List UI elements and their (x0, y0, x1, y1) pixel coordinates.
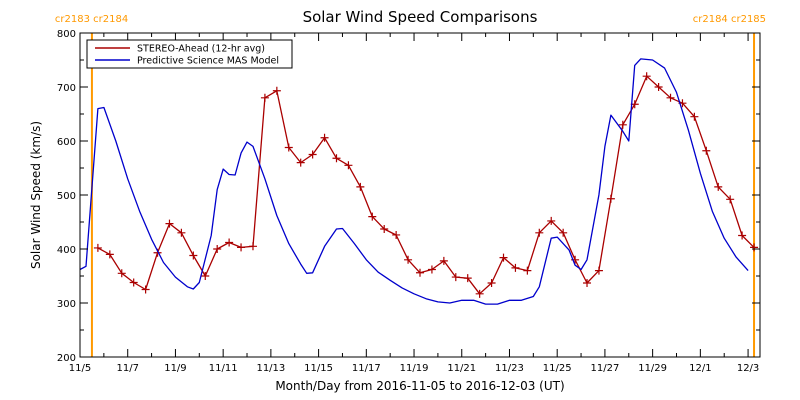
stereo-data-point (380, 225, 389, 234)
stereo-data-point (272, 86, 281, 95)
x-axis-title: Month/Day from 2016-11-05 to 2016-12-03 … (275, 379, 564, 393)
x-tick-label: 11/11 (209, 363, 238, 374)
x-tick-label: 11/7 (116, 363, 138, 374)
x-tick-label: 11/29 (638, 363, 667, 374)
stereo-data-point (666, 93, 675, 102)
plot-area: cr2183 cr2184 cr2184 cr2185 11/5 11/7 11/9 11… (55, 14, 766, 374)
y-tick-label: 500 (57, 191, 76, 202)
stereo-data-point (296, 158, 305, 167)
x-tick-label: 11/13 (256, 363, 285, 374)
y-axis-title: Solar Wind Speed (km/s) (29, 121, 43, 269)
x-tick-label: 11/27 (590, 363, 619, 374)
stereo-data-point (427, 265, 436, 274)
stereo-data-point (260, 93, 269, 102)
stereo-data-point (93, 243, 102, 252)
stereo-data-point (237, 243, 246, 252)
stereo-data-point (499, 253, 508, 262)
stereo-data-point (320, 133, 329, 142)
carrington-marker-label: cr2183 cr2184 (55, 14, 128, 25)
stereo-data-point (475, 289, 484, 298)
x-tick-label: 12/3 (737, 363, 759, 374)
y-tick-label: 200 (57, 353, 76, 364)
stereo-data-point (439, 256, 448, 265)
stereo-data-point (308, 150, 317, 159)
stereo-data-point (404, 255, 413, 264)
stereo-data-point (750, 243, 759, 252)
stereo-data-point (129, 278, 138, 287)
stereo-data-point (177, 228, 186, 237)
stereo-data-point (714, 182, 723, 191)
chart-title: Solar Wind Speed Comparisons (303, 8, 538, 26)
stereo-data-point (594, 266, 603, 275)
stereo-data-point (487, 279, 496, 288)
x-tick-label: 11/9 (164, 363, 186, 374)
stereo-data-point (141, 285, 150, 294)
carrington-marker-label: cr2184 cr2185 (693, 14, 766, 25)
stereo-data-point (463, 274, 472, 283)
stereo-data-point (726, 195, 735, 204)
stereo-data-point (583, 279, 592, 288)
x-tick-label: 11/23 (495, 363, 524, 374)
stereo-data-point (248, 242, 257, 251)
stereo-data-point (559, 228, 568, 237)
stereo-data-point (284, 143, 293, 152)
stereo-data-point (702, 146, 711, 155)
y-tick-label: 600 (57, 137, 76, 148)
stereo-data-point (416, 268, 424, 277)
plot-frame (79, 32, 761, 358)
stereo-data-point (690, 112, 699, 121)
stereo-data-point (451, 273, 460, 282)
stereo-data-point (511, 263, 520, 272)
legend-label: Predictive Science MAS Model (137, 56, 279, 67)
legend-box (86, 39, 293, 69)
y-tick-label: 400 (57, 245, 76, 256)
stereo-data-point (535, 228, 544, 237)
stereo-data-point (189, 251, 198, 260)
stereo-data-point (165, 219, 174, 228)
stereo-data-point (606, 194, 615, 203)
stereo-data-point (201, 272, 210, 280)
stereo-data-point (642, 72, 651, 81)
x-tick-label: 11/17 (352, 363, 381, 374)
stereo-data-point (654, 83, 663, 91)
y-tick-label: 800 (57, 29, 76, 40)
stereo-series-line (97, 75, 755, 295)
y-tick-label: 300 (57, 299, 76, 310)
x-tick-label: 11/19 (400, 363, 429, 374)
stereo-data-point (117, 269, 126, 278)
stereo-data-point (368, 212, 377, 221)
stereo-data-point (105, 250, 114, 259)
stereo-data-point (738, 231, 747, 240)
stereo-data-point (618, 120, 627, 129)
model-series-line (79, 58, 749, 305)
legend-label: STEREO-Ahead (12-hr avg) (137, 44, 265, 55)
x-tick-label: 12/1 (689, 363, 711, 374)
x-tick-label: 11/15 (304, 363, 333, 374)
stereo-data-point (332, 154, 341, 163)
stereo-data-point (547, 216, 556, 225)
stereo-data-point (356, 182, 365, 191)
stereo-data-point (213, 245, 222, 253)
stereo-data-point (392, 230, 401, 239)
x-tick-label: 11/5 (69, 363, 91, 374)
x-tick-label: 11/21 (447, 363, 476, 374)
stereo-data-point (344, 161, 353, 170)
y-tick-label: 700 (57, 83, 76, 94)
x-tick-label: 11/25 (543, 363, 572, 374)
stereo-data-point (225, 238, 234, 247)
stereo-data-point (523, 266, 532, 275)
